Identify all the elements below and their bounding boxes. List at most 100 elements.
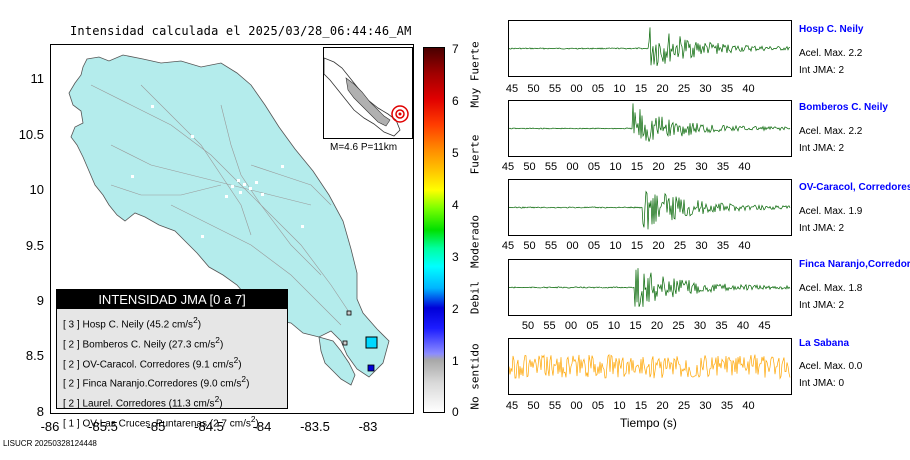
legend-tail: ) — [219, 398, 223, 410]
station-accel: Acel. Max. 1.9 — [799, 206, 863, 217]
waveform-line — [508, 190, 791, 230]
x-tick: -84.5 — [194, 419, 224, 434]
x-tick: -83 — [358, 419, 378, 434]
land-shape — [68, 54, 390, 378]
seismogram-trace — [508, 20, 792, 77]
legend-station: Finca Naranjo.Corredores (9.0 cm/s — [82, 378, 242, 390]
time-tick: 30 — [695, 240, 708, 252]
time-tick: 30 — [699, 83, 712, 95]
time-axis-label: Tiempo (s) — [620, 416, 677, 430]
time-tick: 20 — [652, 161, 665, 173]
time-tick: 40 — [736, 320, 750, 332]
footer-code: LISUCR 20250328124448 — [3, 439, 97, 448]
station-marker-cruces — [342, 340, 348, 346]
legend-item: [ 2 ] Bomberos C. Neily (27.3 cm/s2) — [57, 333, 287, 353]
station-intensity: Int JMA: 2 — [799, 65, 845, 76]
legend-item: [ 1 ] OV-Las Cruces. Puntarenas (2.7 cm/… — [57, 412, 287, 432]
time-tick: 35 — [715, 320, 728, 332]
time-tick: 50 — [523, 240, 536, 252]
x-tick: -85 — [146, 419, 166, 434]
epicenter-dot — [398, 112, 402, 116]
costa-rica-map — [68, 54, 390, 386]
colorbar-tick: 1 — [452, 354, 459, 368]
x-tick: -85.5 — [88, 419, 118, 434]
x-tick: -86 — [40, 419, 60, 434]
legend-level: [ 2 ] — [63, 358, 80, 370]
colorbar-tick: 4 — [452, 198, 459, 212]
time-tick: 15 — [629, 320, 642, 332]
trace-time-ticks: 45 50 55 00 05 10 15 20 25 30 35 40 — [500, 240, 800, 254]
y-tick: 8.5 — [25, 348, 44, 363]
legend-unit-exponent: 2 — [193, 315, 198, 325]
legend-station: Bomberos C. Neily (27.3 cm/s — [82, 339, 216, 351]
epicenter-ring-outer — [391, 105, 409, 123]
map-title: Intensidad calculada el 2025/03/28_06:44… — [70, 24, 412, 38]
trace-time-ticks: 50 55 00 05 10 15 20 25 30 35 40 45 — [500, 320, 800, 334]
legend-level: [ 2 ] — [63, 378, 80, 390]
legend-item: [ 2 ] OV-Caracol. Corredores (9.1 cm/s2) — [57, 353, 287, 373]
time-tick: 35 — [716, 161, 730, 173]
waveform-svg — [508, 353, 791, 380]
station-intensity: Int JMA: 2 — [799, 300, 845, 311]
time-tick: 45 — [758, 320, 771, 332]
legend-title: INTENSIDAD JMA [0 a 7] — [57, 290, 287, 309]
legend-unit-exponent: 2 — [250, 414, 256, 425]
legend-tail: ) — [238, 358, 242, 370]
time-tick: 40 — [742, 83, 755, 95]
trace-time-ticks: 45 50 55 00 05 10 15 20 25 30 35 40 — [500, 400, 800, 414]
time-tick: 10 — [613, 83, 626, 95]
station-name: OV-Caracol, Corredores — [799, 182, 910, 193]
time-tick: 05 — [591, 400, 605, 412]
x-tick: -84 — [252, 419, 272, 434]
seismogram-trace — [508, 100, 792, 157]
x-tick: -83.5 — [300, 419, 330, 434]
time-tick: 05 — [591, 83, 605, 95]
time-tick: 10 — [613, 400, 626, 412]
seismogram-trace — [508, 338, 792, 395]
time-tick: 55 — [543, 320, 556, 332]
legend-item: [ 3 ] Hosp C. Neily (45.2 cm/s2) — [57, 313, 287, 333]
y-tick: 11 — [30, 71, 45, 86]
road-network — [90, 84, 352, 326]
station-intensity: Int JMA: 0 — [799, 378, 845, 389]
waveform-svg — [508, 27, 791, 66]
station-name: Finca Naranjo,Corredores — [799, 259, 910, 270]
time-tick: 40 — [738, 240, 751, 252]
y-tick: 10 — [29, 182, 44, 197]
legend-station: OV-Las Cruces. Puntarenas (2.7 cm/s — [82, 418, 251, 430]
time-tick: 25 — [677, 400, 691, 412]
colorbar-tick: 6 — [452, 94, 459, 108]
time-tick: 25 — [677, 83, 691, 95]
time-tick: 15 — [634, 83, 648, 95]
time-tick: 20 — [656, 400, 669, 412]
time-tick: 05 — [587, 240, 601, 252]
time-tick: 00 — [566, 240, 579, 252]
station-accel: Acel. Max. 2.2 — [799, 126, 863, 137]
time-tick: 15 — [630, 161, 644, 173]
waveform-svg — [508, 190, 791, 230]
town-markers — [131, 105, 304, 238]
time-tick: 10 — [609, 240, 622, 252]
y-tick: 10.5 — [18, 127, 44, 142]
time-tick: 25 — [672, 320, 685, 332]
station-intensity: Int JMA: 2 — [799, 223, 845, 234]
colorbar-tick: 5 — [452, 146, 459, 160]
waveform-svg — [508, 268, 791, 307]
legend-unit-exponent: 2 — [233, 354, 239, 365]
time-tick: 25 — [673, 161, 687, 173]
osa-peninsula — [318, 336, 356, 386]
colorbar-tick: 7 — [452, 42, 459, 56]
station-accel: Acel. Max. 1.8 — [799, 283, 863, 294]
time-tick: 15 — [634, 400, 648, 412]
time-tick: 00 — [566, 161, 579, 173]
waveform-line — [508, 268, 791, 307]
time-tick: 00 — [570, 400, 583, 412]
time-tick: 25 — [673, 240, 687, 252]
legend-tail: ) — [246, 378, 250, 390]
legend-unit-exponent: 2 — [214, 394, 220, 405]
legend-level: [ 3 ] — [63, 319, 80, 331]
intensity-legend: INTENSIDAD JMA [0 a 7] [ 3 ] Hosp C. Nei… — [56, 289, 288, 429]
colorbar-category: Muy Fuerte — [468, 41, 482, 108]
legend-tail: ) — [219, 339, 224, 351]
time-tick: 45 — [505, 83, 519, 95]
